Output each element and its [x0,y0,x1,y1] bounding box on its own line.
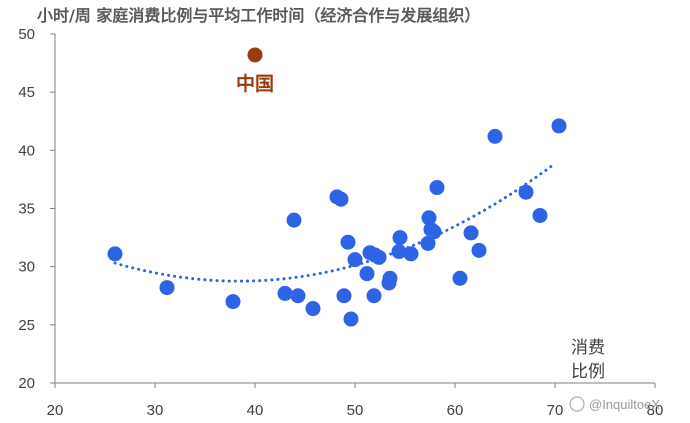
data-point [532,207,548,223]
annotations: 中国 [236,72,274,95]
data-point [343,311,359,327]
data-point [382,270,398,286]
data-point [347,252,363,268]
data-point-china [247,47,263,63]
data-point [391,244,407,260]
trendline-path [113,162,557,283]
x-tick-label: 20 [47,402,64,419]
data-point [403,246,419,262]
y-tick-label: 35 [18,201,35,218]
data-point [429,180,445,196]
data-point [371,249,387,265]
x-tick-label: 80 [647,402,664,419]
data-point [333,191,349,207]
x-axis-label-line-2: 比例 [571,362,605,382]
data-point [518,184,534,200]
data-point [487,128,503,144]
x-tick-label: 70 [547,402,564,419]
x-tick-label: 60 [447,402,464,419]
data-point [336,288,352,304]
data-point [107,246,123,262]
y-tick-label: 25 [18,317,35,334]
data-point [471,242,487,258]
x-axis-label-line-1: 消费 [571,338,605,358]
y-tick-label: 45 [18,84,35,101]
data-point [159,280,175,296]
y-tick-label: 20 [18,375,35,392]
data-point [277,285,293,301]
data-point [359,266,375,282]
trendline [113,162,557,283]
weibo-logo-icon [569,396,585,412]
watermark-text: @InquiltoeX [589,397,660,412]
y-tick-label: 40 [18,142,35,159]
china-label: 中国 [236,72,274,95]
data-point [225,294,241,310]
x-tick-label: 30 [147,402,164,419]
y-tick-label: 30 [18,259,35,276]
y-tick-label: 50 [18,26,35,43]
chart-title: 小时/周 家庭消费比例与平均工作时间（经济合作与发展组织） [37,6,480,25]
data-point [366,288,382,304]
data-point [340,234,356,250]
watermark: @InquiltoeX [569,396,660,412]
data-point [420,235,436,251]
x-tick-label: 40 [247,402,264,419]
data-point [305,301,321,317]
data-point [551,118,567,134]
data-point [392,230,408,246]
data-point [452,270,468,286]
scatter-points [107,47,567,327]
data-point [421,210,437,226]
axis-ticks: 20 25 30 35 40 45 50 20 30 40 50 60 70 80 [18,26,663,419]
data-point [426,224,442,240]
data-point [463,225,479,241]
data-point [286,212,302,228]
data-point [290,288,306,304]
x-tick-label: 50 [347,402,364,419]
